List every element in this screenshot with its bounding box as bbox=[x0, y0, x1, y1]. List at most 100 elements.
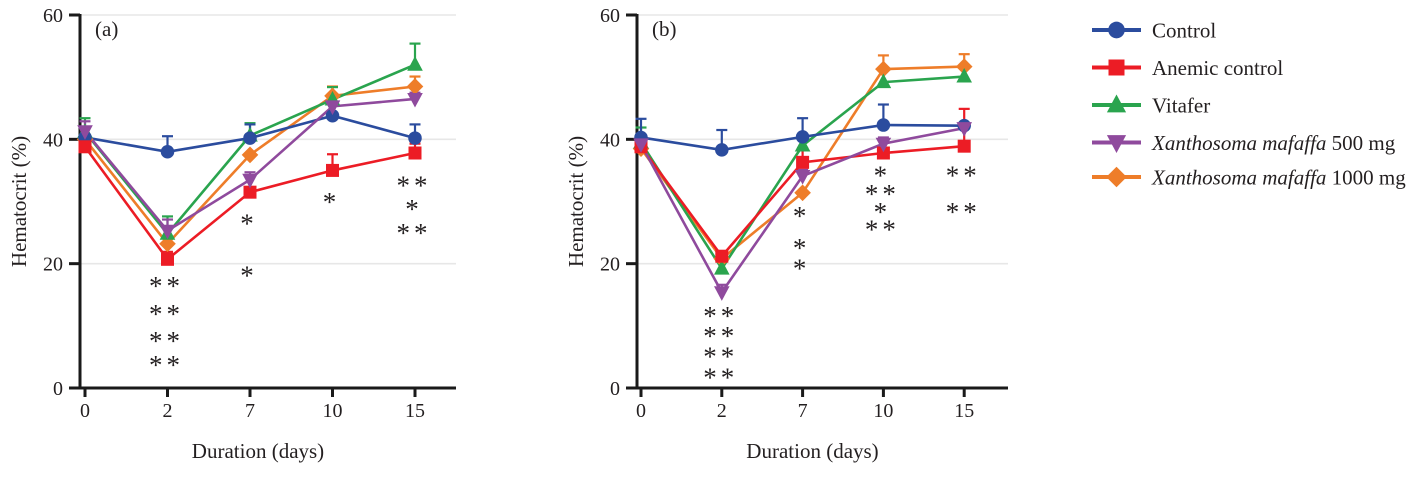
panel-label: (b) bbox=[652, 17, 677, 41]
legend-label: Xanthosoma mafaffa 500 mg bbox=[1151, 131, 1396, 155]
legend-label-dose: 1000 mg bbox=[1326, 166, 1406, 190]
legend-label-species: Xanthosoma mafaffa bbox=[1151, 131, 1326, 155]
legend-item-anemic: Anemic control bbox=[1092, 56, 1283, 80]
data-point-x1000 bbox=[794, 184, 811, 202]
data-point-x500 bbox=[159, 224, 176, 240]
data-point-x1000 bbox=[241, 146, 259, 164]
y-axis-title: Hematocrit (%) bbox=[7, 136, 31, 267]
significance-asterisk: ** bbox=[865, 179, 900, 209]
legend-item-x1000: Xanthosoma mafaffa 1000 mg bbox=[1092, 166, 1406, 190]
data-point-control bbox=[243, 131, 257, 145]
significance-asterisk: ** bbox=[149, 299, 184, 329]
legend-item-vitafer: Vitafer bbox=[1092, 94, 1210, 118]
data-point-control bbox=[715, 143, 729, 157]
significance-asterisk: * bbox=[240, 208, 258, 238]
panel-a: 0 20 40 60 0 2 7 10 15 (a) Duration (days) Hematocr… bbox=[7, 5, 456, 463]
data-point-x500 bbox=[407, 92, 423, 108]
data-point-x500 bbox=[77, 125, 93, 140]
legend-item-x500: Xanthosoma mafaffa 500 mg bbox=[1092, 131, 1396, 155]
panel-b: 0 20 40 60 0 2 7 10 15 (b) Duration (days) Hematocr… bbox=[564, 5, 1008, 463]
data-point-x500 bbox=[633, 138, 649, 153]
data-point-x500 bbox=[242, 173, 258, 189]
y-tick-label: 20 bbox=[600, 254, 620, 276]
x-tick-label: 2 bbox=[717, 400, 727, 422]
data-point-x500 bbox=[956, 122, 972, 137]
legend-label-species: Xanthosoma mafaffa bbox=[1151, 166, 1326, 190]
data-point-anemic bbox=[161, 252, 174, 266]
legend-marker-circle bbox=[1108, 21, 1125, 39]
data-point-control bbox=[408, 131, 422, 145]
legend: Control Anemic control Vitafer Xanthosoma m… bbox=[1092, 19, 1406, 190]
data-point-vitafer bbox=[875, 73, 892, 89]
data-point-anemic bbox=[326, 163, 339, 177]
data-point-x1000 bbox=[955, 58, 973, 75]
significance-asterisk: ** bbox=[397, 170, 432, 200]
data-point-vitafer bbox=[407, 56, 423, 71]
x-tick-label: 15 bbox=[405, 400, 425, 422]
significance-asterisk: * bbox=[793, 201, 811, 231]
significance-asterisk: * bbox=[793, 233, 811, 263]
data-point-anemic bbox=[796, 155, 810, 169]
significance-asterisk: ** bbox=[149, 271, 184, 301]
significance-asterisk: * bbox=[874, 197, 892, 227]
data-point-anemic bbox=[78, 140, 92, 154]
panel-label: (a) bbox=[95, 17, 118, 41]
data-point-anemic bbox=[876, 146, 890, 160]
significance-asterisk: * bbox=[405, 194, 423, 224]
significance-asterisk: ** bbox=[865, 215, 900, 245]
data-point-vitafer bbox=[714, 260, 730, 275]
data-point-anemic bbox=[957, 139, 971, 153]
significance-asterisk: ** bbox=[149, 350, 184, 380]
x-tick-label: 7 bbox=[245, 400, 255, 422]
significance-asterisk: ** bbox=[703, 341, 738, 371]
x-axis-title: Duration (days) bbox=[746, 439, 878, 463]
data-point-x1000 bbox=[406, 78, 424, 95]
significance-asterisk: ** bbox=[703, 362, 738, 392]
legend-label: Anemic control bbox=[1152, 56, 1283, 80]
legend-label-dose: 500 mg bbox=[1326, 131, 1395, 155]
significance-asterisk: * bbox=[874, 160, 892, 190]
legend-marker-triangle-up bbox=[1106, 94, 1127, 113]
legend-marker-diamond bbox=[1106, 166, 1127, 188]
x-tick-label: 10 bbox=[323, 400, 343, 422]
legend-marker-triangle-down bbox=[1106, 135, 1127, 154]
significance-asterisk: * bbox=[793, 254, 811, 284]
legend-label: Xanthosoma mafaffa 1000 mg bbox=[1151, 166, 1406, 190]
data-point-anemic bbox=[715, 249, 729, 263]
legend-label: Control bbox=[1152, 19, 1216, 43]
data-point-control bbox=[795, 130, 810, 144]
x-tick-label: 0 bbox=[636, 400, 646, 422]
significance-asterisk: ** bbox=[703, 321, 738, 351]
data-point-x1000 bbox=[875, 60, 892, 78]
data-point-vitafer bbox=[956, 67, 972, 83]
data-point-x500 bbox=[794, 170, 811, 185]
x-tick-label: 2 bbox=[163, 400, 173, 422]
x-axis-title: Duration (days) bbox=[192, 439, 324, 463]
significance-asterisk: ** bbox=[946, 197, 981, 227]
y-tick-label: 20 bbox=[43, 254, 63, 276]
data-point-anemic bbox=[408, 146, 422, 160]
significance-asterisk: * bbox=[323, 187, 341, 217]
legend-label: Vitafer bbox=[1152, 94, 1210, 118]
data-point-x500 bbox=[875, 137, 892, 153]
y-tick-label: 40 bbox=[600, 129, 620, 151]
significance-asterisk: ** bbox=[149, 326, 184, 356]
y-tick-label: 0 bbox=[53, 378, 63, 400]
significance-asterisk: ** bbox=[703, 301, 738, 331]
significance-asterisk: ** bbox=[397, 218, 432, 248]
data-point-control bbox=[160, 145, 175, 159]
data-point-x500 bbox=[324, 100, 341, 115]
legend-item-control: Control bbox=[1092, 19, 1216, 43]
data-point-anemic bbox=[243, 185, 257, 199]
x-tick-label: 7 bbox=[798, 400, 808, 422]
y-axis-title: Hematocrit (%) bbox=[564, 136, 588, 267]
y-tick-label: 60 bbox=[600, 5, 620, 27]
y-tick-label: 40 bbox=[43, 129, 63, 151]
x-tick-label: 0 bbox=[80, 400, 90, 422]
significance-asterisk: ** bbox=[946, 160, 981, 190]
legend-marker-square bbox=[1108, 59, 1125, 76]
data-point-control bbox=[876, 118, 891, 132]
y-tick-label: 0 bbox=[610, 378, 620, 400]
